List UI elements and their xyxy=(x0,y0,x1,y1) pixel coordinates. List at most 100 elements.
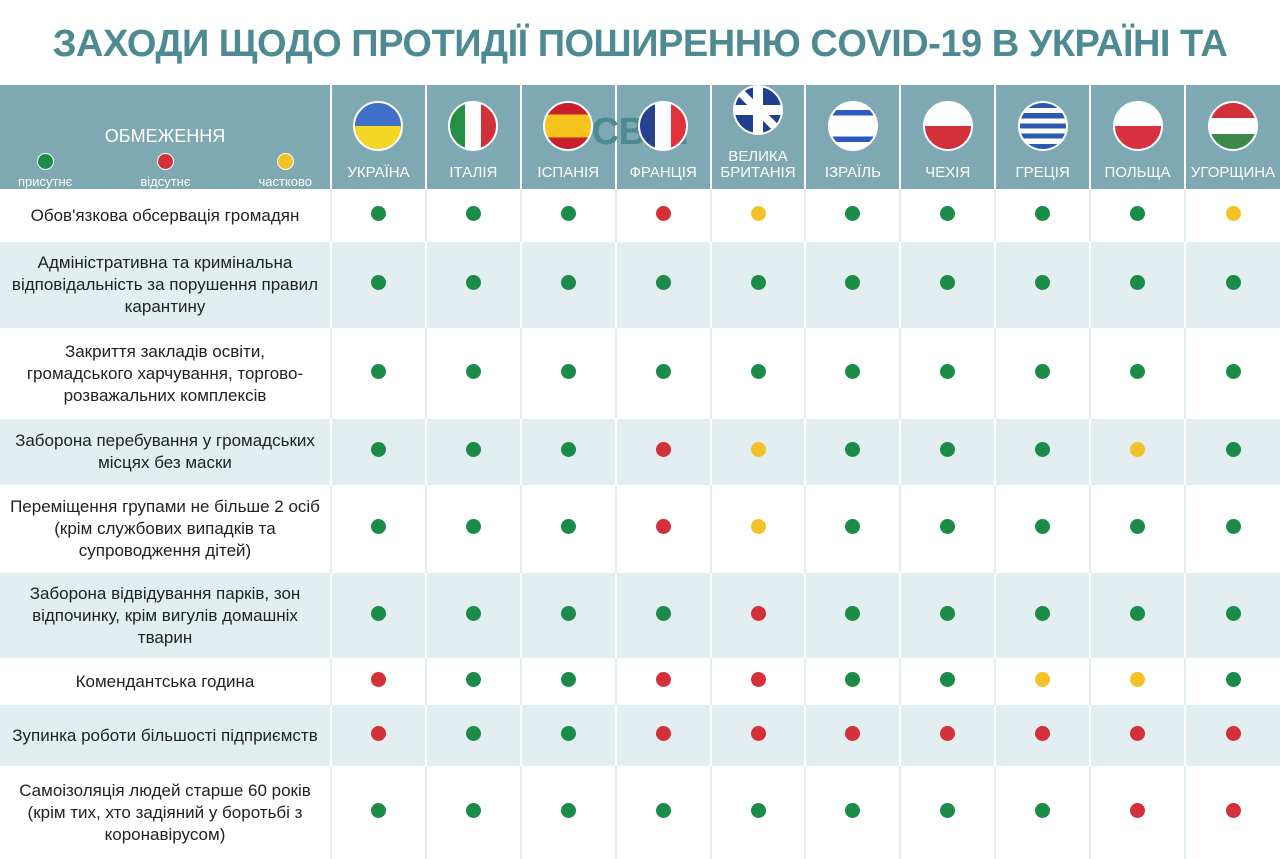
status-cell xyxy=(804,328,901,419)
status-dot-icon xyxy=(940,725,956,741)
spain-flag-icon xyxy=(543,101,594,151)
table-row: Заборона перебування у громадських місця… xyxy=(0,419,1280,485)
status-dot-icon xyxy=(655,605,671,621)
table-row: Комендантська година xyxy=(0,658,1280,705)
status-cell xyxy=(709,189,806,242)
status-cell xyxy=(519,419,616,485)
status-cell xyxy=(804,419,901,485)
status-cell xyxy=(330,658,426,705)
measure-label: Адміністративна та кримінальна відповіда… xyxy=(0,242,331,328)
status-dot-icon xyxy=(655,802,671,818)
status-dot-icon xyxy=(655,519,671,534)
status-cell xyxy=(330,419,426,485)
status-dot-icon xyxy=(940,605,956,621)
status-cell xyxy=(330,573,426,658)
status-cell xyxy=(330,189,426,242)
status-cell xyxy=(614,328,711,419)
status-cell xyxy=(330,705,426,766)
status-dot-icon xyxy=(845,725,861,741)
country-header: УКРАЇНА xyxy=(330,85,426,189)
status-cell xyxy=(709,658,806,705)
status-dot-icon xyxy=(36,153,54,170)
status-cell xyxy=(614,705,711,766)
status-cell xyxy=(614,419,711,485)
legend-item: частково xyxy=(258,153,312,189)
country-name: ГРЕЦІЯ xyxy=(1015,164,1070,181)
status-cell xyxy=(1089,705,1186,766)
status-cell xyxy=(519,766,616,859)
table-row: Обов'язкова обсервація громадян xyxy=(0,189,1280,242)
country-header: ІЗРАЇЛЬ xyxy=(804,85,901,189)
status-cell xyxy=(709,419,806,485)
table-row: Заборона відвідування парків, зон відпоч… xyxy=(0,573,1280,658)
status-dot-icon xyxy=(560,275,576,290)
status-cell xyxy=(1089,328,1186,419)
country-name: ІЗРАЇЛЬ xyxy=(824,164,881,181)
status-dot-icon xyxy=(845,363,861,379)
france-flag-icon xyxy=(638,101,689,151)
status-cell xyxy=(899,419,996,485)
legend-label: присутнє xyxy=(18,174,73,189)
status-dot-icon xyxy=(845,671,861,687)
status-cell xyxy=(1184,658,1280,705)
status-cell xyxy=(1089,766,1186,859)
status-cell xyxy=(804,705,901,766)
country-header: ВЕЛИКА БРИТАНІЯ xyxy=(709,85,806,189)
status-dot-icon xyxy=(560,442,576,457)
status-cell xyxy=(899,766,996,859)
status-cell xyxy=(804,242,901,328)
poland-flag-icon xyxy=(1112,101,1163,151)
status-cell xyxy=(1089,573,1186,658)
status-dot-icon xyxy=(655,725,671,741)
status-dot-icon xyxy=(1130,519,1146,534)
status-dot-icon xyxy=(845,519,861,534)
status-dot-icon xyxy=(940,519,956,534)
status-cell xyxy=(614,485,711,573)
legend-title: ОБМЕЖЕННЯ xyxy=(104,126,226,146)
status-dot-icon xyxy=(845,275,861,290)
status-dot-icon xyxy=(1035,519,1051,534)
status-dot-icon xyxy=(370,363,386,379)
status-dot-icon xyxy=(560,671,576,687)
status-cell xyxy=(899,485,996,573)
status-cell xyxy=(899,573,996,658)
status-cell xyxy=(1184,766,1280,859)
table-row: Адміністративна та кримінальна відповіда… xyxy=(0,242,1280,328)
status-dot-icon xyxy=(465,442,481,457)
status-dot-icon xyxy=(1035,725,1051,741)
country-name: УГОРЩИНА xyxy=(1190,164,1276,181)
country-header: ГРЕЦІЯ xyxy=(994,85,1091,189)
status-cell xyxy=(424,766,521,859)
status-cell xyxy=(424,658,521,705)
legend: ОБМЕЖЕННЯ присутнє відсутнє частково xyxy=(0,85,331,189)
status-cell xyxy=(804,189,901,242)
status-dot-icon xyxy=(1225,363,1241,379)
status-cell xyxy=(424,189,521,242)
status-dot-icon xyxy=(370,519,386,534)
status-cell xyxy=(614,658,711,705)
table-row: Переміщення групами не більше 2 осіб (кр… xyxy=(0,485,1280,573)
status-cell xyxy=(330,328,426,419)
status-cell xyxy=(1184,189,1280,242)
uk-flag-icon xyxy=(733,85,783,135)
status-dot-icon xyxy=(465,802,481,818)
status-dot-icon xyxy=(940,363,956,379)
status-cell xyxy=(709,328,806,419)
status-dot-icon xyxy=(655,275,671,290)
status-cell xyxy=(1184,705,1280,766)
status-dot-icon xyxy=(1225,275,1241,290)
status-cell xyxy=(614,573,711,658)
status-cell xyxy=(994,189,1091,242)
status-cell xyxy=(424,485,521,573)
status-cell xyxy=(424,573,521,658)
status-dot-icon xyxy=(370,725,386,741)
status-cell xyxy=(1184,573,1280,658)
status-cell xyxy=(994,328,1091,419)
status-dot-icon xyxy=(465,671,481,687)
country-name: ФРАНЦІЯ xyxy=(629,164,697,181)
status-dot-icon xyxy=(1035,442,1051,457)
status-cell xyxy=(994,242,1091,328)
status-cell xyxy=(994,573,1091,658)
country-header: ПОЛЬЩА xyxy=(1089,85,1186,189)
status-cell xyxy=(1184,328,1280,419)
